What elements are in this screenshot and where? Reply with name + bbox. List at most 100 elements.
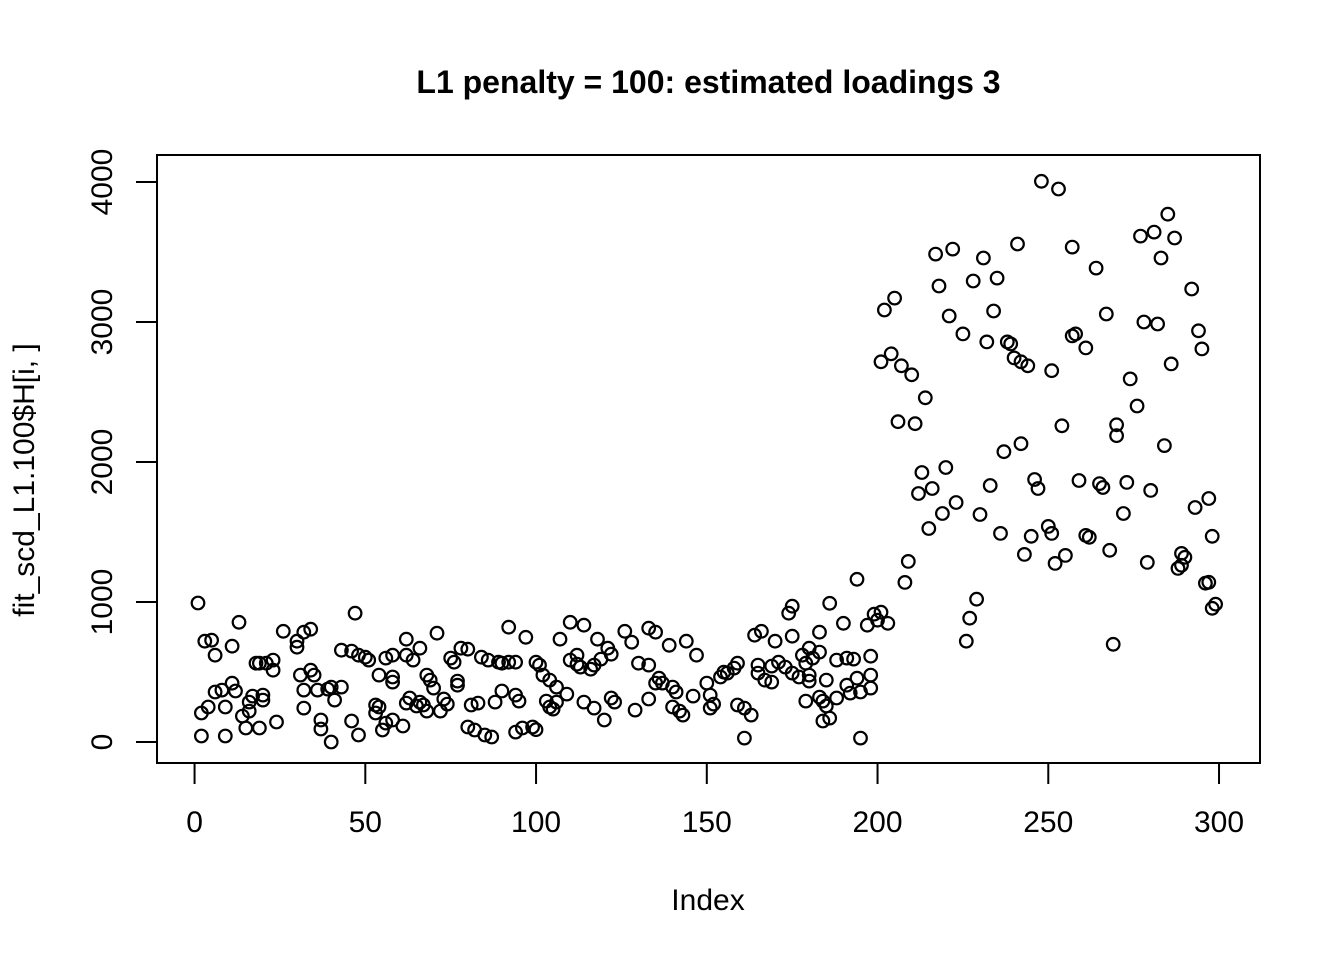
data-point [603,690,619,706]
data-point [1109,428,1124,444]
data-point [552,631,568,647]
data-point [398,631,414,647]
data-point [1088,260,1104,276]
data-point [767,633,783,649]
data-point [296,682,312,698]
data-point [873,354,889,370]
data-point [596,712,612,728]
data-point [224,675,240,691]
data-point [603,646,619,662]
data-point [347,605,363,621]
data-point [1010,236,1025,252]
data-point [450,673,465,689]
data-point [193,728,209,744]
data-point [1003,336,1019,352]
data-point [484,729,500,745]
data-point [689,647,704,663]
data-point [1201,491,1217,506]
data-point [1013,436,1029,452]
data-point [477,727,493,743]
data-point [842,685,858,701]
data-point [1102,542,1118,558]
data-point [699,675,715,691]
y-axis-tick-label: 3000 [86,289,119,356]
data-point [255,692,271,708]
data-point [907,416,923,432]
data-point [1064,239,1080,255]
data-point [357,649,373,665]
data-point [569,656,585,672]
data-point [863,648,879,664]
data-point [525,719,540,735]
data-point [993,526,1008,541]
data-point [228,683,243,699]
data-point [784,628,800,644]
plot-title: L1 penalty = 100: estimated loadings 3 [416,64,1001,100]
data-point [887,290,902,306]
data-point [1119,475,1135,490]
data-point [1105,636,1121,652]
data-point [412,640,428,656]
data-point [371,667,387,683]
data-point [231,614,247,630]
data-point [583,661,599,677]
data-point [661,637,677,653]
data-point [197,633,213,649]
data-point [385,674,401,690]
data-point [487,694,503,710]
data-point [958,633,974,649]
data-point [1051,181,1066,197]
data-point [405,652,421,668]
data-point [607,694,622,710]
data-point [972,507,988,522]
data-point [1109,417,1124,433]
data-point [829,690,844,706]
data-point [812,644,827,660]
data-point [1040,519,1056,534]
data-point [839,677,855,693]
y-axis-label: fit_scd_L1.100$H[i, ] [8,343,41,617]
data-point [265,662,281,678]
x-axis-tick-label: 50 [349,806,382,839]
data-point [976,250,991,266]
data-point [945,241,961,257]
data-point [275,623,291,639]
data-point [757,672,773,688]
data-point [678,633,694,649]
data-point [829,652,844,668]
data-point [361,652,377,668]
data-point [818,672,834,688]
data-point [241,703,257,719]
data-point [641,691,657,707]
data-point [559,686,575,702]
x-axis-tick-label: 300 [1194,806,1244,839]
data-point [617,623,633,639]
data-point [313,712,329,728]
data-point [1194,341,1210,357]
data-point [1054,418,1070,434]
data-point [839,650,855,666]
data-point [986,303,1001,319]
data-point [675,707,691,723]
data-point [395,718,411,734]
data-point [935,506,950,521]
y-axis-tick-label: 0 [86,734,119,751]
data-point [296,624,312,640]
data-point [518,629,534,645]
data-point [1033,173,1049,189]
data-point [327,692,343,708]
data-point [1167,230,1182,246]
data-point [450,677,465,693]
data-point [371,699,387,715]
y-axis-tick-label: 1000 [86,569,119,636]
data-point [822,710,838,726]
data-point [1139,555,1155,570]
data-point [265,652,281,668]
data-point [798,693,814,709]
data-point [883,346,899,362]
data-point [501,619,517,635]
data-point [1081,529,1097,545]
data-point [1017,547,1032,562]
